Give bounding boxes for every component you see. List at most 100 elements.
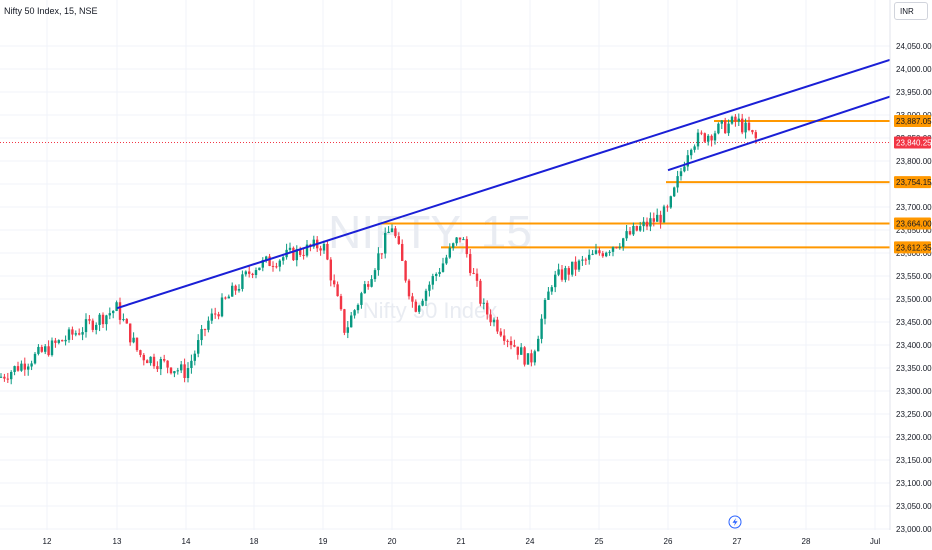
candle-body	[30, 363, 33, 367]
candle-body	[666, 206, 669, 208]
candle-body	[54, 340, 57, 343]
candle-body	[503, 335, 506, 341]
candle-body	[27, 366, 30, 370]
candle-body	[499, 331, 502, 336]
candle-body	[516, 346, 519, 355]
candle-body	[292, 247, 295, 261]
price-labels: 23,887.0523,840.2523,754.1523,664.0023,6…	[894, 114, 932, 254]
candle-body	[37, 346, 40, 354]
candle-body	[353, 310, 356, 316]
currency-button[interactable]: INR	[894, 2, 928, 20]
candle-body	[339, 296, 343, 310]
candle-body	[717, 123, 720, 134]
candle-body	[747, 122, 751, 131]
candle-body	[387, 231, 390, 233]
candle-body	[47, 346, 50, 356]
candle-body	[377, 253, 380, 271]
candle-body	[251, 273, 254, 275]
candle-body	[118, 302, 122, 320]
y-tick-label: 24,050.00	[896, 42, 932, 51]
candle-body	[560, 269, 564, 280]
symbol-title: Nifty 50 Index, 15, NSE	[4, 6, 98, 16]
candle-body	[278, 260, 281, 267]
candle-body	[356, 304, 360, 311]
x-tick-label: 20	[388, 537, 397, 546]
y-tick-label: 23,350.00	[896, 364, 932, 373]
candle-body	[581, 259, 584, 261]
candle-body	[248, 271, 251, 274]
lightning-icon[interactable]	[728, 515, 742, 529]
candle-body	[173, 371, 176, 374]
candle-body	[265, 256, 268, 261]
candle-body	[513, 345, 516, 347]
candle-body	[10, 371, 13, 380]
candle-body	[190, 360, 193, 369]
candle-body	[662, 206, 666, 223]
candle-body	[594, 250, 598, 254]
price-label-bg	[894, 217, 931, 230]
candle-body	[673, 187, 676, 197]
candle-body	[146, 360, 149, 364]
candle-body	[540, 318, 543, 339]
candle-body	[210, 313, 213, 321]
candle-body	[421, 300, 424, 306]
candle-body	[727, 123, 730, 134]
candle-body	[288, 247, 292, 250]
candle-body	[186, 368, 190, 378]
candle-body	[608, 251, 611, 253]
y-tick-label: 23,150.00	[896, 456, 932, 465]
candle-body	[258, 267, 261, 271]
y-tick-label: 23,400.00	[896, 341, 932, 350]
candle-body	[679, 171, 683, 177]
candle-body	[193, 353, 196, 361]
candle-body	[227, 296, 230, 299]
y-tick-label: 23,650.00	[896, 226, 932, 235]
candle-body	[404, 260, 407, 281]
candle-body	[326, 243, 329, 260]
grid-lines	[0, 0, 890, 530]
candle-body	[418, 305, 421, 312]
candle-body	[183, 364, 186, 378]
candles	[0, 113, 757, 385]
price-label-bg	[894, 241, 931, 254]
candle-body	[282, 257, 285, 261]
candle-body	[591, 253, 594, 255]
candle-body	[520, 347, 523, 355]
candle-body	[394, 228, 397, 237]
candle-body	[428, 284, 431, 291]
x-tick-label: 13	[113, 537, 122, 546]
candle-body	[639, 226, 642, 231]
candle-body	[61, 340, 64, 342]
candle-body	[744, 122, 747, 133]
candle-body	[105, 315, 108, 325]
candle-body	[496, 319, 499, 332]
candle-body	[64, 339, 67, 342]
candle-body	[734, 116, 737, 122]
trendline	[667, 95, 891, 172]
candle-body	[720, 120, 723, 124]
candle-body	[707, 135, 710, 142]
candle-body	[231, 285, 234, 297]
candle-body	[346, 327, 349, 333]
candle-body	[197, 340, 200, 354]
candle-body	[108, 313, 111, 316]
y-tick-label: 23,800.00	[896, 157, 932, 166]
price-label-bg	[894, 114, 931, 127]
candle-body	[676, 176, 679, 188]
candle-body	[132, 337, 135, 343]
candle-body	[445, 257, 448, 264]
candle-body	[16, 366, 20, 371]
candle-body	[696, 132, 700, 147]
price-axis[interactable]: 23,000.00 23,050.00 23,100.00 23,150.00 23,2…	[889, 0, 932, 534]
candle-body	[254, 270, 258, 275]
y-tick-label: 23,950.00	[896, 88, 932, 97]
candle-body	[115, 302, 118, 311]
y-tick-label: 23,450.00	[896, 318, 932, 327]
candle-body	[625, 231, 628, 239]
time-axis[interactable]: 12 13 14 18 19 20 21 24 25 26 27 28 Jul	[43, 537, 881, 546]
x-tick-label: 14	[182, 537, 191, 546]
candle-body	[645, 221, 649, 227]
candle-body	[397, 236, 400, 244]
candle-body	[156, 366, 159, 370]
